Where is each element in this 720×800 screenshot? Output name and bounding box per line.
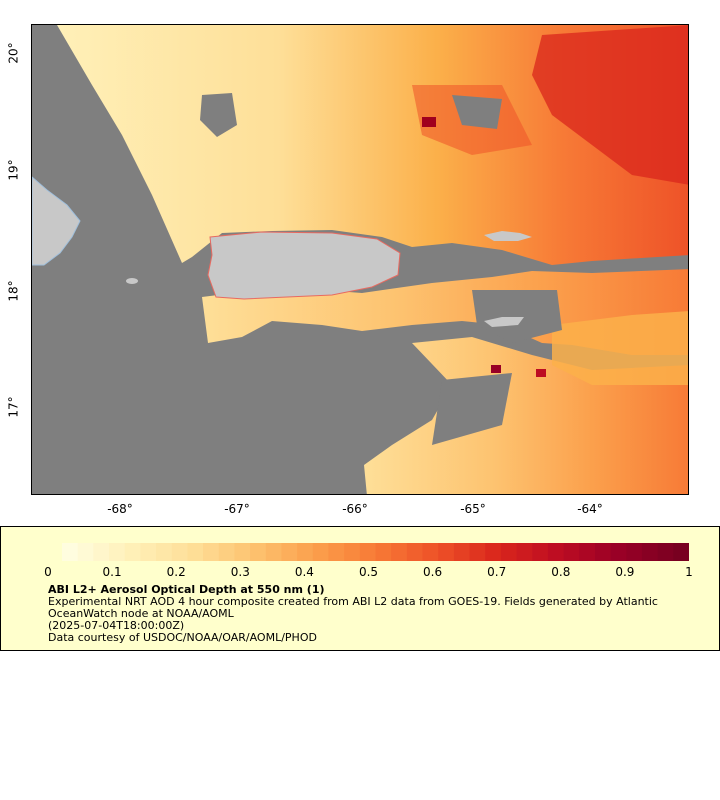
legend-title: ABI L2+ Aerosol Optical Depth at 550 nm … — [48, 583, 325, 596]
colorbar-tick-label: 0.2 — [166, 565, 186, 579]
legend-text: ABI L2+ Aerosol Optical Depth at 550 nm … — [48, 584, 688, 644]
colorbar-step — [641, 543, 659, 561]
colorbar-step — [626, 543, 643, 561]
colorbar-tick-label: 0.1 — [102, 565, 122, 579]
colorbar-step — [203, 543, 220, 561]
map-panel — [31, 24, 689, 495]
colorbar-step — [422, 543, 439, 561]
lat-label-17: 17° — [6, 396, 21, 418]
colorbar-step — [532, 543, 549, 561]
colorbar-step — [657, 543, 674, 561]
legend-description: Experimental NRT AOD 4 hour composite cr… — [48, 595, 658, 620]
colorbar-step — [406, 543, 424, 561]
colorbar-tick-label: 0.8 — [551, 565, 571, 579]
colorbar-step — [673, 543, 689, 561]
nodata-patch-1 — [472, 290, 562, 343]
colorbar-tick-label: 0 — [44, 565, 52, 579]
colorbar-step — [516, 543, 533, 561]
nodata-patch-4 — [432, 373, 512, 445]
colorbar-step — [62, 543, 79, 561]
land-virgin-islands — [484, 231, 532, 241]
colorbar-tick-label: 0.9 — [615, 565, 635, 579]
aod-field-south-3 — [552, 311, 688, 385]
colorbar-tick-label: 0.5 — [358, 565, 379, 579]
lon-label-67: -67° — [224, 502, 250, 516]
colorbar-step — [77, 543, 94, 561]
colorbar-step — [375, 543, 392, 561]
land-st-croix — [484, 317, 524, 327]
lon-label-68: -68° — [107, 502, 133, 516]
colorbar-step — [124, 543, 141, 561]
colorbar-step — [250, 543, 267, 561]
aod-field-north — [57, 25, 688, 265]
colorbar-step — [485, 543, 502, 561]
legend-time: (2025-07-04T18:00:00Z) — [48, 619, 185, 632]
colorbar-step — [391, 543, 408, 561]
colorbar-step — [500, 543, 518, 561]
colorbar-step — [93, 543, 110, 561]
colorbar-step — [156, 543, 173, 561]
land-mona — [126, 278, 138, 284]
colorbar-step — [234, 543, 251, 561]
colorbar-step — [344, 543, 361, 561]
colorbar-tick-label: 0.3 — [230, 565, 250, 579]
lat-label-18: 18° — [6, 280, 21, 302]
colorbar-step — [563, 543, 580, 561]
colorbar-step — [312, 543, 329, 561]
colorbar-step — [594, 543, 612, 561]
land-hispaniola — [32, 176, 81, 266]
aod-high-ne — [532, 25, 688, 185]
colorbar-step — [187, 543, 204, 561]
colorbar-step — [297, 543, 314, 561]
colorbar-step — [328, 543, 345, 561]
colorbar-step — [359, 543, 376, 561]
aod-hotspot-2 — [536, 369, 546, 377]
colorbar — [62, 543, 689, 561]
colorbar-step — [438, 543, 455, 561]
lat-label-20: 20° — [6, 42, 21, 64]
nodata-patch-2 — [200, 93, 237, 137]
colorbar-tick-label: 0.7 — [487, 565, 507, 579]
colorbar-tick-label: 1 — [685, 565, 693, 579]
lon-label-64: -64° — [577, 502, 603, 516]
aod-hotspot-1 — [491, 365, 501, 373]
nodata-patch-3 — [452, 95, 502, 129]
lat-label-19: 19° — [6, 159, 21, 181]
colorbar-step — [140, 543, 157, 561]
lon-label-65: -65° — [460, 502, 486, 516]
colorbar-step — [281, 543, 298, 561]
colorbar-tick-label: 0.6 — [423, 565, 443, 579]
colorbar-step — [579, 543, 596, 561]
colorbar-step — [109, 543, 126, 561]
colorbar-step — [610, 543, 627, 561]
colorbar-step — [265, 543, 282, 561]
colorbar-step — [469, 543, 486, 561]
lon-label-66: -66° — [342, 502, 368, 516]
colorbar-step — [171, 543, 188, 561]
colorbar-tick-label: 0.4 — [294, 565, 314, 579]
aod-hotspot-3 — [422, 117, 436, 127]
colorbar-step — [218, 543, 235, 561]
aod-map — [32, 25, 688, 494]
land-puerto-rico — [207, 231, 401, 300]
colorbar-step — [547, 543, 565, 561]
colorbar-step — [453, 543, 471, 561]
legend-credit: Data courtesy of USDOC/NOAA/OAR/AOML/PHO… — [48, 631, 317, 644]
